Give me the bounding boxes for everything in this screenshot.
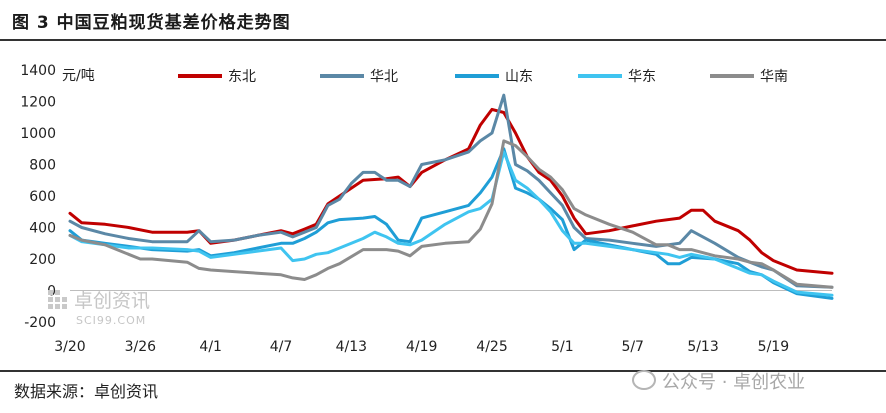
data-source: 数据来源：卓创资讯 xyxy=(14,382,159,401)
x-tick-label: 4/1 xyxy=(199,339,222,355)
legend-label: 山东 xyxy=(505,69,533,85)
legend-label: 华南 xyxy=(760,69,788,85)
watermark-grid-icon xyxy=(48,290,67,309)
y-tick-label: 600 xyxy=(29,189,56,205)
watermark-account-text: 公众号 · 卓创农业 xyxy=(662,372,806,393)
watermark-logo-url: SCI99.COM xyxy=(76,314,146,327)
bottom-rule xyxy=(0,370,886,372)
watermark-logo-text: 卓创资讯 xyxy=(74,290,150,312)
x-tick-label: 5/19 xyxy=(758,339,789,355)
legend-label: 华东 xyxy=(628,69,656,85)
y-tick-label: 1200 xyxy=(20,95,56,111)
x-tick-label: 4/7 xyxy=(270,339,293,355)
watermark-logo: 卓创资讯 SCI99.COM xyxy=(46,286,216,332)
x-tick-label: 5/1 xyxy=(551,339,574,355)
series-line-3 xyxy=(68,147,834,300)
y-tick-label: 1000 xyxy=(20,126,56,142)
y-tick-label: 1400 xyxy=(20,63,56,79)
x-tick-label: 4/13 xyxy=(336,339,367,355)
wechat-icon xyxy=(632,370,656,390)
legend-label: 东北 xyxy=(228,69,256,85)
y-tick-label: 400 xyxy=(29,221,56,237)
series-line-2 xyxy=(68,93,834,289)
x-tick-label: 3/20 xyxy=(54,339,85,355)
x-tick-label: 4/19 xyxy=(406,339,437,355)
line-chart: -2000200400600800100012001400 3/203/264/… xyxy=(20,63,834,355)
watermark-account: 公众号 · 卓创农业 xyxy=(632,368,805,394)
y-tick-label: -200 xyxy=(24,315,56,331)
top-rule xyxy=(0,39,886,41)
y-axis-unit: 元/吨 xyxy=(62,68,95,84)
chart-title: 图 3 中国豆粕现货基差价格走势图 xyxy=(12,13,291,33)
x-tick-label: 4/25 xyxy=(476,339,507,355)
x-tick-label: 5/7 xyxy=(621,339,644,355)
y-tick-label: 800 xyxy=(29,158,56,174)
series-line-5 xyxy=(68,139,834,289)
series-line-4 xyxy=(68,150,834,297)
y-tick-label: 200 xyxy=(29,252,56,268)
legend-label: 华北 xyxy=(370,69,398,85)
x-tick-label: 3/26 xyxy=(125,339,157,355)
x-tick-label: 5/13 xyxy=(687,339,718,355)
